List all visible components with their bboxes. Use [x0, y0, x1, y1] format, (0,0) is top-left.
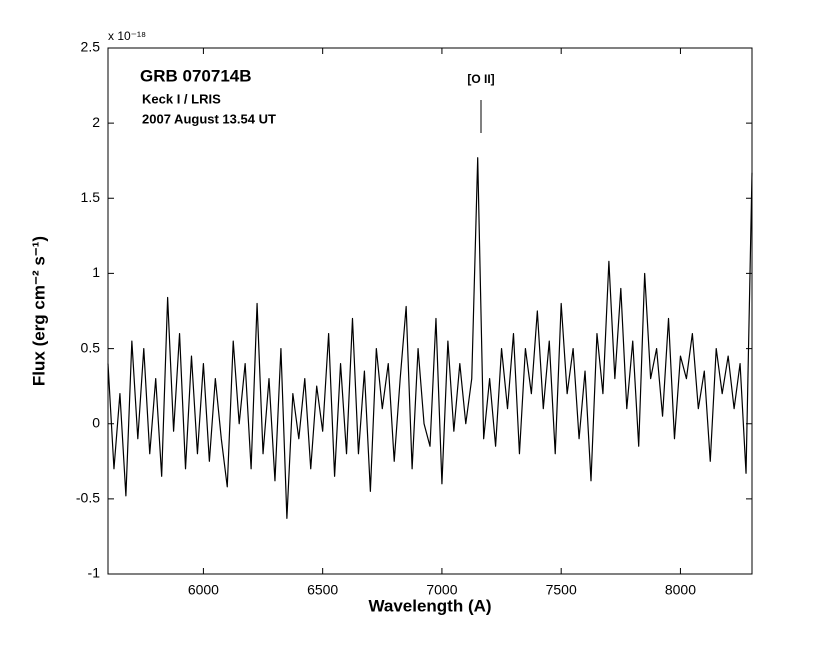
y-tick-label: 1.5: [81, 189, 101, 205]
y-tick-label: -0.5: [76, 490, 100, 506]
y-tick-label: 0: [92, 414, 100, 430]
spectrum-line: [107, 157, 753, 519]
y-tick-label: 0.5: [81, 339, 101, 355]
y-tick-label: 1: [92, 264, 100, 280]
subtitle: Keck I / LRIS: [142, 91, 221, 106]
x-tick-label: 6000: [188, 582, 219, 598]
x-tick-label: 6500: [307, 582, 338, 598]
y-tick-label: 2: [92, 114, 100, 130]
plot-frame: [107, 47, 753, 575]
annotation: [O II]: [467, 72, 494, 86]
x-tick-label: 7000: [426, 582, 457, 598]
y-tick-label: -1: [88, 565, 101, 581]
subtitle: 2007 August 13.54 UT: [142, 111, 276, 126]
y-scale-label: x 10⁻¹⁸: [108, 29, 146, 43]
x-axis-label: Wavelength (A): [368, 596, 491, 615]
y-tick-label: 2.5: [81, 39, 101, 55]
x-tick-label: 8000: [665, 582, 696, 598]
y-axis-label: Flux (erg cm⁻² s⁻¹): [29, 236, 48, 386]
x-tick-label: 7500: [546, 582, 577, 598]
chart-title: GRB 070714B: [140, 66, 252, 85]
